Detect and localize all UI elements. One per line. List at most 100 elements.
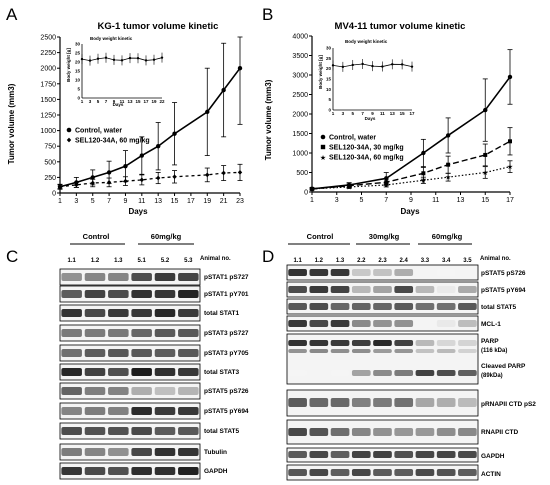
- blot-D-band-7: [394, 451, 414, 458]
- blot-D-band-3: [309, 320, 329, 327]
- blot-C-band-3: [108, 329, 129, 337]
- blot-C-label-6: pSTAT5 pS726: [204, 388, 249, 395]
- inset-x-tick-b: 11: [380, 111, 385, 116]
- blot-D-band-8: [394, 469, 414, 476]
- blot-C-band-0: [154, 273, 176, 281]
- blot-C-band-4: [108, 349, 129, 357]
- blot-D-band-0: [394, 269, 414, 276]
- inset-y-tick-a: 0: [77, 96, 80, 101]
- blot-D-band-4: [415, 349, 435, 353]
- blot-D-band-4: [330, 349, 350, 353]
- blot-D-animal-6: 3.3: [421, 258, 430, 264]
- chart-a-inset: Body weight kinetic Days Body weight [g]…: [66, 36, 165, 107]
- blot-D-band-4: [288, 349, 307, 353]
- blot-D-band-4: [373, 340, 392, 346]
- inset-y-tick-a: 10: [75, 78, 81, 83]
- y-tick-label-a: 0: [52, 191, 56, 198]
- chart-b-marks: ★ ★ ★ ★ ★ ★ ★: [309, 49, 513, 193]
- blot-D-band-7: [415, 451, 435, 458]
- blot-C-band-4: [154, 349, 176, 357]
- blot-C-label-5: total STAT3: [204, 369, 240, 376]
- legend-b-sel60-marker: ★: [320, 154, 326, 162]
- blot-D-band-2: [436, 303, 456, 310]
- data-point-a-0: [123, 163, 128, 169]
- data-point-a-0: [172, 131, 177, 136]
- inset-x-tick-a: 7: [105, 99, 108, 104]
- blot-C-band-6: [84, 387, 106, 395]
- x-tick-label-a: 3: [74, 198, 78, 205]
- blot-C-band-6: [108, 387, 129, 395]
- data-point-b-0: [483, 107, 488, 113]
- blot-C-band-10: [154, 467, 176, 475]
- data-point-b-2: ★: [445, 174, 451, 182]
- inset-line-b: [332, 63, 413, 68]
- data-point-a-1: [57, 184, 63, 190]
- blot-C-band-10: [61, 467, 82, 475]
- blot-D-band-6: [373, 428, 392, 436]
- x-tick-label-b: 7: [384, 197, 388, 204]
- blot-D-band-4: [309, 349, 329, 353]
- data-point-a-1: [172, 174, 177, 180]
- panel-label-b: B: [262, 5, 273, 24]
- blot-D-band-0: [309, 269, 329, 276]
- blot-C-band-5: [178, 368, 199, 376]
- y-tick-label-a: 2000: [40, 66, 56, 73]
- data-point-b-2: ★: [346, 183, 352, 191]
- blot-D-label-9: RNAPII CTD: [481, 429, 519, 436]
- blot-D-band-4: [351, 370, 371, 376]
- blot-C-band-4: [178, 349, 199, 357]
- blot-D-band-3: [330, 320, 350, 327]
- blot-C-band-8: [131, 427, 152, 435]
- series-line-b-0: [311, 76, 511, 190]
- blot-C-band-5: [61, 368, 82, 376]
- chart-a-axes: 1 3 5 7 9 11 13 15 17 19 21 23025050075010001250150…: [40, 35, 244, 206]
- blot-D-band-6: [436, 428, 456, 436]
- legend-b-sel30: SEL120-34A, 30 mg/kg: [329, 145, 404, 152]
- data-point-b-2: ★: [482, 169, 488, 177]
- inset-x-tick-a: 13: [127, 99, 133, 104]
- inset-x-tick-a: 9: [113, 99, 116, 104]
- x-tick-label-b: 13: [457, 197, 465, 204]
- blot-C-band-4: [84, 349, 106, 357]
- blot-D-band-4: [309, 370, 329, 376]
- blot-C-label-10: GAPDH: [204, 468, 228, 475]
- blot-D-band-0: [330, 269, 350, 276]
- panel-label-c: C: [6, 247, 18, 266]
- data-point-a-1: [155, 175, 161, 181]
- y-tick-label-a: 1750: [40, 81, 56, 88]
- y-tick-label-b: 4000: [292, 34, 308, 41]
- y-tick-label-b: 3500: [292, 53, 308, 60]
- blot-D-band-5: [436, 398, 456, 407]
- chart-b-xlabel: Days: [400, 207, 420, 216]
- blot-C-band-8: [178, 427, 199, 435]
- blot-D-band-4: [458, 349, 477, 353]
- x-tick-label-b: 9: [409, 197, 413, 204]
- inset-x-tick-b: 15: [400, 111, 406, 116]
- blot-D-band-4: [436, 340, 456, 346]
- blot-D-band-8: [415, 469, 435, 476]
- inset-x-tick-a: 19: [151, 99, 157, 104]
- data-point-b-2: ★: [507, 163, 513, 171]
- x-tick-label-b: 1: [310, 197, 314, 204]
- blot-C-band-6: [131, 387, 152, 395]
- blot-C-animal-1: 1.2: [91, 258, 100, 264]
- blot-C-animal-0: 1.1: [67, 258, 76, 264]
- chart-b-inset: Body weight kinetic Days Body weight [g]…: [318, 39, 415, 121]
- blot-D-band-2: [330, 303, 350, 310]
- y-tick-label-a: 2500: [40, 35, 56, 42]
- y-tick-label-b: 2000: [292, 112, 308, 119]
- data-point-a-1: [237, 170, 243, 175]
- y-tick-label-b: 3000: [292, 73, 308, 80]
- blot-D-animal-2: 1.3: [336, 258, 345, 264]
- blot-D-band-0: [415, 269, 435, 276]
- inset-a-ylabel: Body weight [g]: [66, 48, 71, 82]
- inset-b-title: Body weight kinetic: [345, 39, 388, 44]
- inset-x-tick-a: 11: [120, 99, 125, 104]
- blot-C-label-9: Tubulin: [204, 449, 227, 456]
- y-tick-label-a: 750: [44, 144, 56, 151]
- blot-c-group-control: Control: [83, 232, 110, 241]
- x-tick-label-a: 9: [124, 198, 128, 205]
- inset-a-title: Body weight kinetic: [90, 36, 133, 41]
- blot-D-band-1: [373, 286, 392, 293]
- x-tick-label-b: 5: [360, 197, 364, 204]
